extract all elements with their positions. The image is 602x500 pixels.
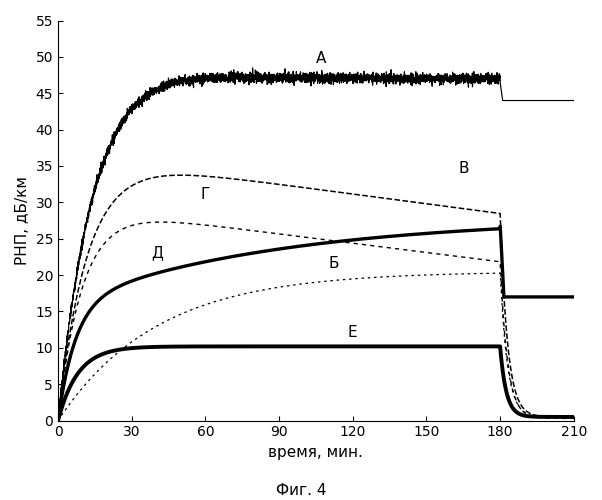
X-axis label: время, мин.: время, мин. [268,445,364,460]
Text: Д: Д [151,245,163,260]
Text: В: В [458,162,469,176]
Text: Е: Е [348,325,358,340]
Text: Б: Б [328,256,339,271]
Y-axis label: РНП, дБ/км: РНП, дБ/км [15,176,30,265]
Text: Г: Г [200,186,209,202]
Text: Фиг. 4: Фиг. 4 [276,483,326,498]
Text: А: А [316,50,326,66]
